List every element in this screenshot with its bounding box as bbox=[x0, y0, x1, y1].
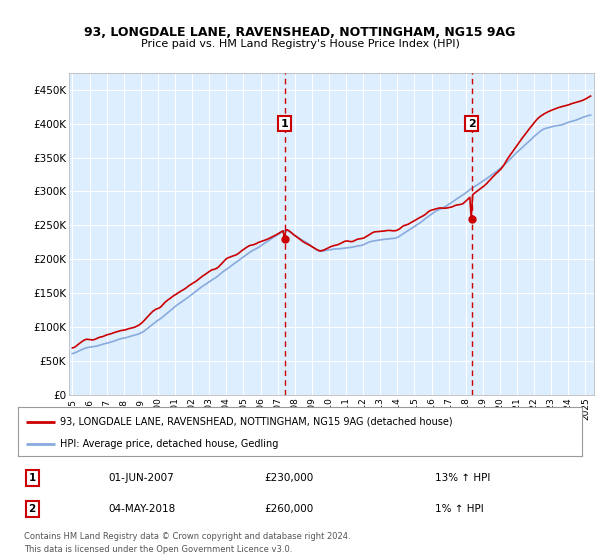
Text: 04-MAY-2018: 04-MAY-2018 bbox=[108, 504, 175, 514]
Text: £230,000: £230,000 bbox=[264, 473, 313, 483]
Text: 2: 2 bbox=[467, 119, 475, 129]
Text: HPI: Average price, detached house, Gedling: HPI: Average price, detached house, Gedl… bbox=[60, 439, 278, 449]
Text: 1: 1 bbox=[281, 119, 289, 129]
Text: Contains HM Land Registry data © Crown copyright and database right 2024.
This d: Contains HM Land Registry data © Crown c… bbox=[24, 532, 350, 554]
Text: Price paid vs. HM Land Registry's House Price Index (HPI): Price paid vs. HM Land Registry's House … bbox=[140, 39, 460, 49]
Text: 93, LONGDALE LANE, RAVENSHEAD, NOTTINGHAM, NG15 9AG: 93, LONGDALE LANE, RAVENSHEAD, NOTTINGHA… bbox=[85, 26, 515, 39]
Text: £260,000: £260,000 bbox=[264, 504, 313, 514]
Text: 1% ↑ HPI: 1% ↑ HPI bbox=[436, 504, 484, 514]
Text: 1: 1 bbox=[28, 473, 36, 483]
Text: 2: 2 bbox=[28, 504, 36, 514]
Text: 13% ↑ HPI: 13% ↑ HPI bbox=[436, 473, 491, 483]
Text: 01-JUN-2007: 01-JUN-2007 bbox=[108, 473, 174, 483]
Text: 93, LONGDALE LANE, RAVENSHEAD, NOTTINGHAM, NG15 9AG (detached house): 93, LONGDALE LANE, RAVENSHEAD, NOTTINGHA… bbox=[60, 417, 453, 427]
